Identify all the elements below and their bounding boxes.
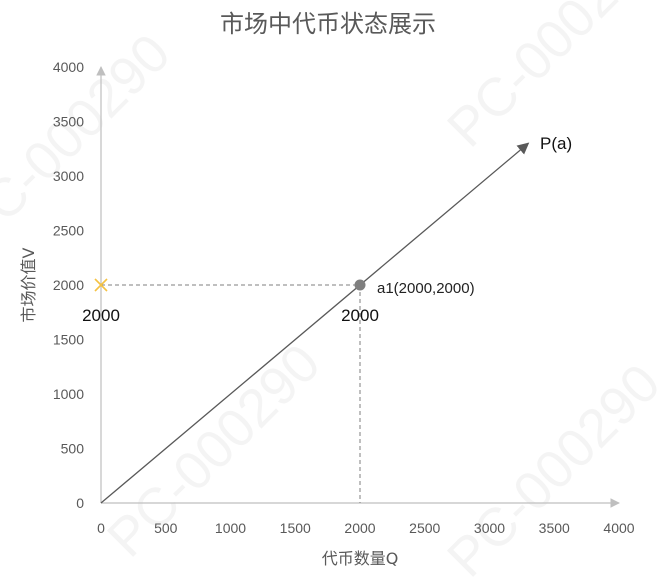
x-tick-label: 3500 (539, 520, 570, 536)
x-tick-label: 2500 (409, 520, 440, 536)
annotation-x-2000: 2000 (341, 306, 379, 325)
points-layer (94, 278, 366, 503)
y-tick-label: 500 (61, 441, 85, 457)
x-tick-label: 1000 (215, 520, 246, 536)
chart-title: 市场中代币状态展示 (220, 10, 436, 38)
y-tick-label: 1000 (53, 386, 84, 402)
x-axis-label: 代币数量Q (322, 549, 399, 568)
y-tick-label: 2000 (53, 277, 84, 293)
watermark-text: PC-000290 (0, 23, 182, 259)
x-tick-label: 4000 (603, 520, 634, 536)
y-tick-labels: 0 500 1000 1500 2000 2500 3000 3500 4000 (53, 59, 84, 511)
x-tick-label: 3000 (474, 520, 505, 536)
watermark-text: PC-000290 (436, 353, 658, 588)
y-tick-label: 4000 (53, 59, 84, 75)
point-label-a1: a1(2000,2000) (377, 280, 475, 297)
series-label-pa: P(a) (540, 134, 572, 153)
annotation-y-2000: 2000 (82, 306, 120, 325)
x-tick-label: 2000 (344, 520, 375, 536)
y-tick-label: 1500 (53, 332, 84, 348)
x-tick-labels: 0 500 1000 1500 2000 2500 3000 3500 4000 (97, 520, 635, 536)
y-tick-label: 2500 (53, 223, 84, 239)
y-axis-label: 市场价值V (19, 247, 38, 322)
y-axis-cross-marker (94, 278, 108, 292)
y-tick-label: 3000 (53, 168, 84, 184)
x-tick-label: 500 (154, 520, 178, 536)
point-a1-marker (354, 279, 366, 291)
x-tick-label: 0 (97, 520, 105, 536)
series-line-pa (100, 142, 530, 504)
series-layer (100, 142, 530, 504)
y-tick-label: 0 (76, 495, 84, 511)
y-tick-label: 3500 (53, 114, 84, 130)
x-tick-label: 1500 (280, 520, 311, 536)
